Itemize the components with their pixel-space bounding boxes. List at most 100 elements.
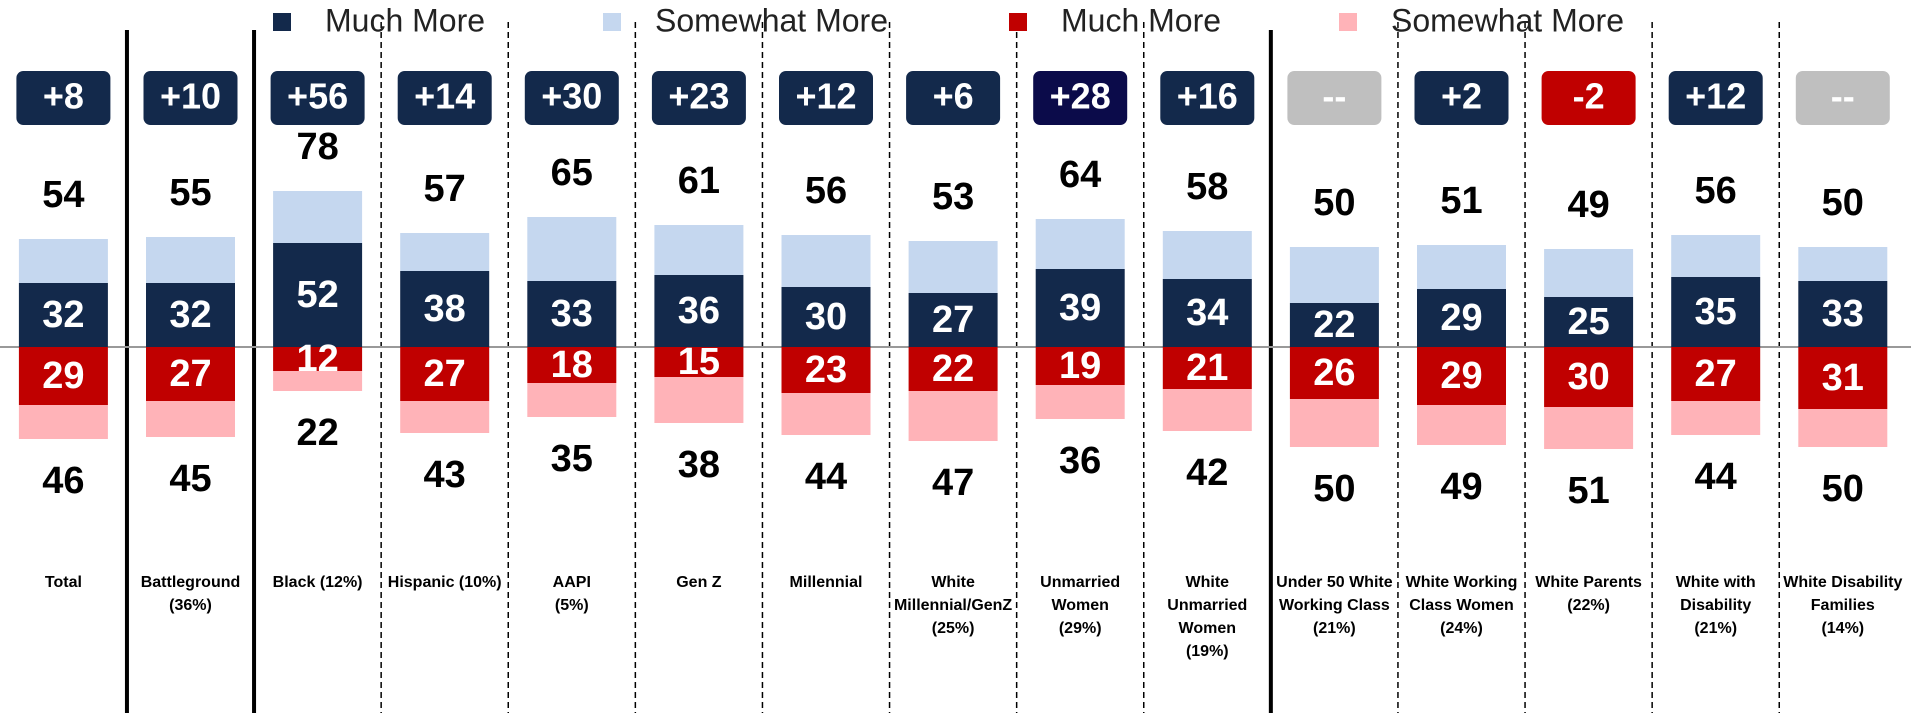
bar-segment xyxy=(18,347,108,405)
net-badge-label: +10 xyxy=(160,76,221,117)
bar-segment xyxy=(1798,281,1888,347)
segment-label: 26 xyxy=(1313,352,1355,394)
category-label: (19%) xyxy=(1186,643,1229,660)
total-below-label: 35 xyxy=(551,438,593,480)
bar-segment xyxy=(273,347,363,371)
segment-label: 30 xyxy=(1567,356,1609,398)
segment-label: 25 xyxy=(1567,301,1609,343)
category-label: (5%) xyxy=(555,597,589,614)
total-below-label: 38 xyxy=(678,444,720,486)
net-badge-box xyxy=(651,71,746,125)
category-label: Disability xyxy=(1680,597,1751,614)
category-label: White Disability xyxy=(1783,574,1902,591)
segment-label: 27 xyxy=(932,299,974,341)
bar-segment xyxy=(908,391,998,441)
net-badge: +6 xyxy=(906,71,1001,125)
category-label: Families xyxy=(1811,597,1875,614)
bar-segment xyxy=(1671,347,1761,401)
category-label: Working Class xyxy=(1279,597,1390,614)
bar-segment xyxy=(1417,405,1506,445)
segment-label: 29 xyxy=(42,355,84,397)
bar-segment xyxy=(146,283,235,347)
segment-label: 29 xyxy=(1440,355,1482,397)
bar-segment xyxy=(908,241,998,293)
bar-segment xyxy=(781,393,871,435)
bar-segment xyxy=(654,377,744,423)
legend-label: Somewhat More xyxy=(1391,2,1624,38)
net-badge: +2 xyxy=(1414,71,1509,125)
bar-segment xyxy=(781,347,871,393)
net-badge-box xyxy=(906,71,1001,125)
bar-segment xyxy=(1417,289,1506,347)
net-badge: +8 xyxy=(16,71,111,125)
net-badge-label: +12 xyxy=(1685,76,1746,117)
bar-segment xyxy=(273,243,363,347)
bar-segment xyxy=(781,235,871,287)
bar-segment xyxy=(1544,297,1634,347)
net-badge: +12 xyxy=(779,71,873,125)
net-badge-box xyxy=(16,71,111,125)
segment-label: 15 xyxy=(678,341,720,383)
total-above-label: 50 xyxy=(1822,182,1864,224)
bar-segment xyxy=(1289,399,1379,447)
category-label: Under 50 White xyxy=(1276,574,1393,591)
bar-segment xyxy=(1417,245,1506,289)
category-label: Hispanic (10%) xyxy=(388,574,502,591)
bar-segment xyxy=(18,239,108,283)
bar-segment xyxy=(1035,347,1125,385)
net-badge-box xyxy=(270,71,365,125)
total-below-label: 36 xyxy=(1059,440,1101,482)
net-badge: -- xyxy=(1795,71,1890,125)
net-badge-label: +16 xyxy=(1177,76,1238,117)
category-label: Gen Z xyxy=(676,574,722,591)
total-above-label: 65 xyxy=(551,152,593,194)
category-label: (14%) xyxy=(1821,620,1864,637)
total-above-label: 51 xyxy=(1440,180,1482,222)
segment-label: 35 xyxy=(1695,291,1737,333)
bar-segment xyxy=(1671,235,1761,277)
category-label: (22%) xyxy=(1567,597,1610,614)
net-badge-label: -- xyxy=(1322,76,1346,117)
bar-segment xyxy=(273,371,363,391)
legend-label: Somewhat More xyxy=(655,2,888,38)
bar-segment xyxy=(527,347,617,383)
legend-swatch xyxy=(1339,13,1357,31)
category-label: White with xyxy=(1676,574,1756,591)
category-label: (24%) xyxy=(1440,620,1483,637)
net-badge-box xyxy=(1160,71,1255,125)
segment-label: 29 xyxy=(1440,297,1482,339)
bar-segment xyxy=(1671,277,1761,347)
segment-label: 31 xyxy=(1822,357,1864,399)
total-below-label: 50 xyxy=(1313,468,1355,510)
legend-swatch xyxy=(1009,13,1027,31)
segment-label: 52 xyxy=(296,274,338,316)
net-badge: +16 xyxy=(1160,71,1255,125)
legend-label: Much More xyxy=(1061,2,1221,38)
net-badge: +12 xyxy=(1668,71,1763,125)
bar-segment xyxy=(1544,347,1634,407)
segment-label: 38 xyxy=(424,288,466,330)
total-below-label: 44 xyxy=(805,456,847,498)
category-label: Class Women xyxy=(1409,597,1514,614)
bar-segment xyxy=(527,383,617,417)
net-badge-box xyxy=(143,71,238,125)
net-badge-label: +12 xyxy=(795,76,856,117)
total-below-label: 49 xyxy=(1440,466,1482,508)
total-below-label: 42 xyxy=(1186,452,1228,494)
bar-segment xyxy=(908,347,998,391)
segment-label: 27 xyxy=(169,353,211,395)
total-above-label: 56 xyxy=(1695,170,1737,212)
net-badge-label: +8 xyxy=(43,76,84,117)
net-badge: -- xyxy=(1287,71,1382,125)
bar-segment xyxy=(1798,347,1888,409)
category-label: (36%) xyxy=(169,597,212,614)
bar-segment xyxy=(654,225,744,275)
net-badge-label: -2 xyxy=(1573,76,1605,117)
net-badge-box xyxy=(1541,71,1636,125)
total-above-label: 50 xyxy=(1313,182,1355,224)
net-badge: +10 xyxy=(143,71,238,125)
category-label: Women xyxy=(1179,620,1236,637)
total-above-label: 49 xyxy=(1567,184,1609,226)
category-label: AAPI xyxy=(553,574,591,591)
